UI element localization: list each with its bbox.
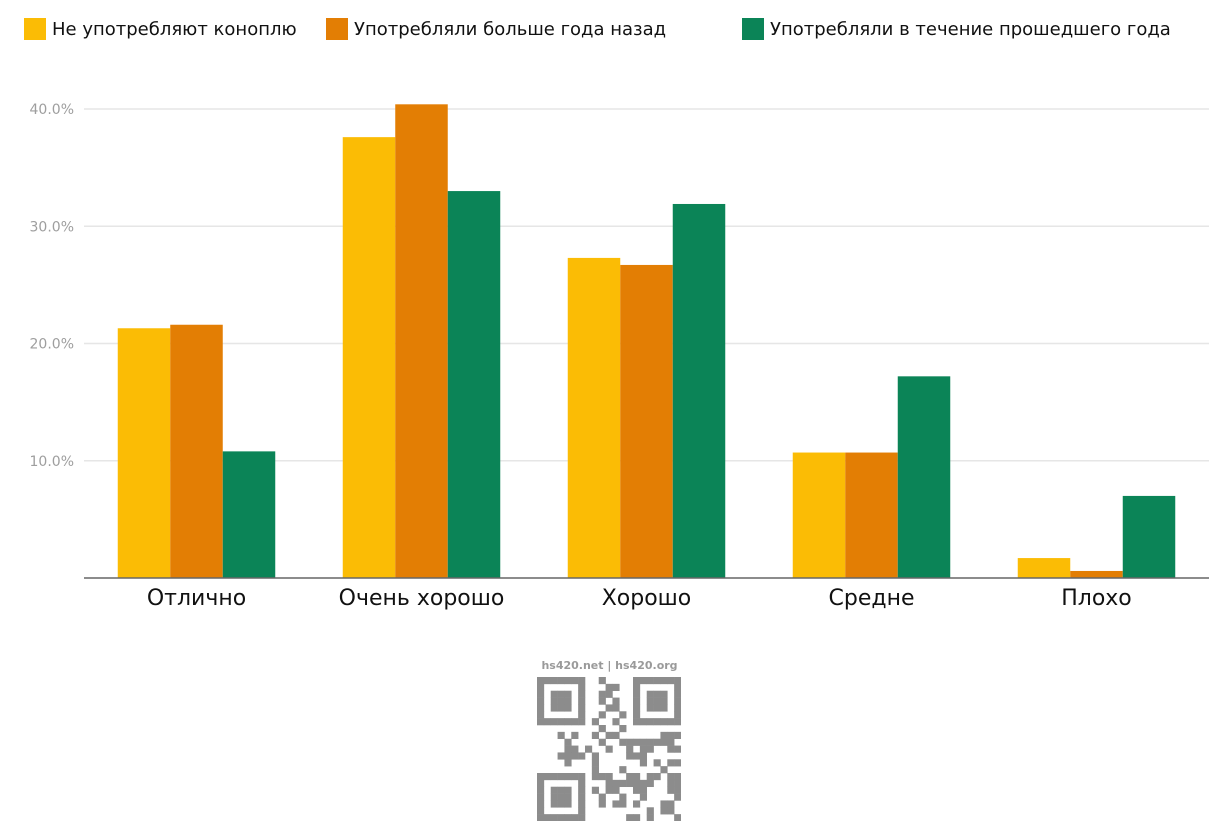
bar xyxy=(672,203,726,578)
legend-item-no-use: Не употребляют коноплю xyxy=(24,15,297,43)
x-tick-label: Хорошо xyxy=(602,586,692,611)
y-tick-label: 10.0% xyxy=(30,454,74,470)
legend-swatch-recent-use xyxy=(742,18,764,40)
bar xyxy=(447,191,501,578)
bar xyxy=(792,452,846,578)
bar xyxy=(117,328,171,578)
bar xyxy=(845,452,898,578)
bar xyxy=(222,451,276,578)
y-tick-label: 40.0% xyxy=(30,102,74,118)
bar xyxy=(567,257,621,578)
y-tick-label: 20.0% xyxy=(30,337,74,353)
bar xyxy=(395,104,448,578)
bar xyxy=(170,324,223,578)
watermark-caption: hs420.net | hs420.org xyxy=(541,659,678,672)
bar xyxy=(897,376,951,578)
legend-item-past-use: Употребляли больше года назад xyxy=(326,15,666,43)
chart-legend: Не употребляют коноплю Употребляли больш… xyxy=(0,15,1219,45)
legend-label-recent-use: Употребляли в течение прошедшего года xyxy=(770,18,1171,40)
legend-swatch-no-use xyxy=(24,18,46,40)
bar xyxy=(342,137,396,578)
x-tick-label: Плохо xyxy=(1061,586,1132,611)
bar xyxy=(1070,570,1123,578)
bar-chart: 10.0% 20.0% 30.0% 40.0% Отлично Очень хорошо Х… xyxy=(30,102,1209,611)
x-tick-label: Отлично xyxy=(147,586,246,611)
y-tick-label: 30.0% xyxy=(30,219,74,235)
legend-label-no-use: Не употребляют коноплю xyxy=(52,18,297,40)
legend-label-past-use: Употребляли больше года назад xyxy=(354,18,667,40)
bar xyxy=(1017,558,1071,578)
x-tick-label: Очень хорошо xyxy=(339,586,505,611)
x-tick-label: Средне xyxy=(829,586,915,611)
qr-code-image xyxy=(537,677,681,821)
bar xyxy=(620,264,673,578)
legend-swatch-past-use xyxy=(326,18,348,40)
bar xyxy=(1122,495,1176,578)
legend-item-recent-use: Употребляли в течение прошедшего года xyxy=(742,15,1171,43)
